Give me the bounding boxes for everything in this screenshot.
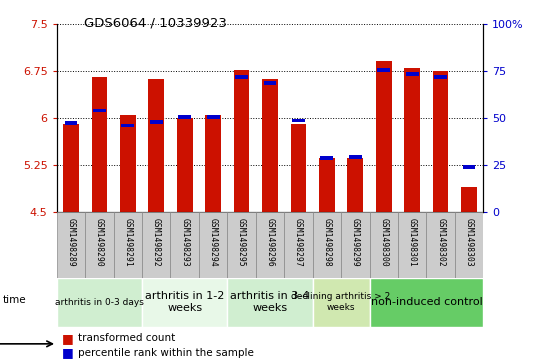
Bar [171,212,199,278]
Bar [264,81,276,85]
Bar [234,70,249,212]
Text: GDS6064 / 10339923: GDS6064 / 10339923 [84,16,227,29]
Bar [235,75,248,79]
Text: GSM1498303: GSM1498303 [464,217,474,266]
Bar [427,212,455,278]
Bar [177,118,192,212]
Bar [313,212,341,278]
Bar [57,212,85,278]
Text: arthritis in 1-2
weeks: arthritis in 1-2 weeks [145,291,224,313]
Bar [85,212,113,278]
Text: GSM1498298: GSM1498298 [322,217,332,266]
Text: GSM1498297: GSM1498297 [294,217,303,266]
Bar [64,121,77,125]
Text: ■: ■ [62,332,74,345]
Bar [142,278,227,327]
Bar [57,278,142,327]
Bar [148,79,164,212]
Bar [398,212,427,278]
Bar [376,61,392,212]
Bar [313,278,369,327]
Bar [341,212,369,278]
Bar [463,165,476,169]
Bar [205,115,221,212]
Bar [349,155,362,159]
Text: GSM1498296: GSM1498296 [266,217,274,266]
Text: GSM1498293: GSM1498293 [180,217,189,266]
Bar [291,124,306,212]
Bar [369,212,398,278]
Bar [284,212,313,278]
Text: ■: ■ [62,346,74,359]
Bar [256,212,284,278]
Text: GSM1498291: GSM1498291 [123,217,132,266]
Bar [207,115,220,119]
Bar [63,124,79,212]
Text: GSM1498302: GSM1498302 [436,217,445,266]
Bar [292,119,305,122]
Text: non-induced control: non-induced control [370,297,482,307]
Bar [461,187,477,212]
Bar [227,212,256,278]
Text: GSM1498300: GSM1498300 [379,217,388,266]
Text: time: time [3,295,26,305]
Bar [404,68,420,212]
Text: declining arthritis > 2
weeks: declining arthritis > 2 weeks [292,293,391,312]
Text: GSM1498301: GSM1498301 [408,217,417,266]
Text: percentile rank within the sample: percentile rank within the sample [78,348,254,358]
Bar [262,79,278,212]
Bar [227,278,313,327]
Bar [122,124,134,127]
Bar [150,121,163,124]
Text: GSM1498294: GSM1498294 [208,217,218,266]
Bar [433,71,448,212]
Text: arthritis in 3-4
weeks: arthritis in 3-4 weeks [231,291,309,313]
Bar [377,68,390,72]
Bar [434,75,447,79]
Bar [199,212,227,278]
Bar [113,212,142,278]
Text: GSM1498295: GSM1498295 [237,217,246,266]
Text: arthritis in 0-3 days: arthritis in 0-3 days [55,298,144,307]
Bar [93,109,106,112]
Text: GSM1498290: GSM1498290 [95,217,104,266]
Bar [348,158,363,212]
Bar [455,212,483,278]
Text: GSM1498289: GSM1498289 [66,217,76,266]
Text: GSM1498292: GSM1498292 [152,217,161,266]
Bar [142,212,171,278]
Bar [120,115,136,212]
Bar [178,115,191,119]
Bar [406,72,419,76]
Text: GSM1498299: GSM1498299 [351,217,360,266]
Bar [319,158,335,212]
Bar [369,278,483,327]
Text: transformed count: transformed count [78,333,176,343]
Bar [320,156,333,159]
Bar [92,77,107,212]
